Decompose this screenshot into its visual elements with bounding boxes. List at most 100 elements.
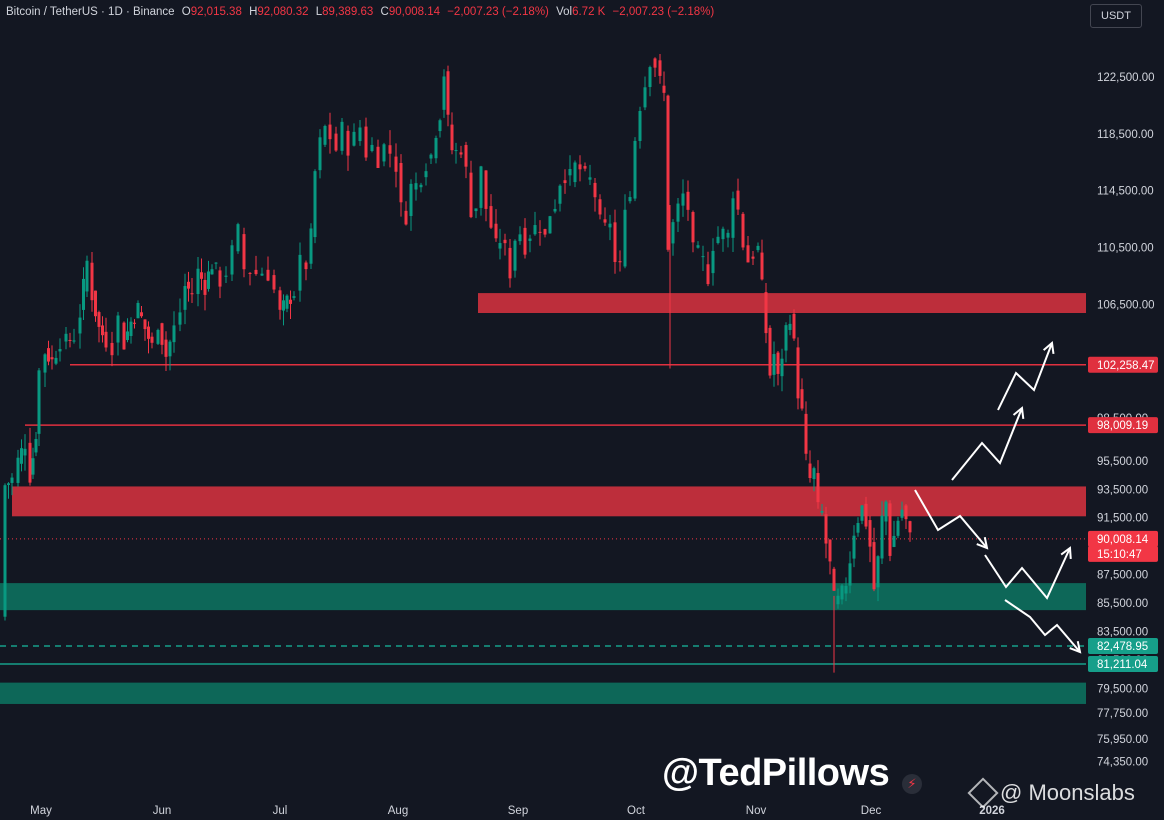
candle-body [140,312,143,317]
candle-body [147,326,150,339]
candle-body [523,227,527,255]
candle-body [804,413,808,454]
candle-body [282,300,285,311]
price-tag-bg [1088,417,1158,434]
candle-body [187,281,190,289]
y-tick-label: 110,500.00 [1097,243,1154,255]
candle-body [278,290,282,310]
candle-body [58,349,62,352]
candle-body [711,250,715,274]
candle-body [784,325,788,351]
candle-body [796,347,800,399]
candle-body [792,313,796,339]
candle-body [164,339,168,357]
candle-body [78,317,82,334]
candle-body [382,144,386,162]
candle-body [272,275,276,290]
zone-resistance-lower [12,486,1086,517]
price-tag-countdown: 15:10:47 [1088,545,1158,562]
candle-body [340,121,344,151]
candle-body [292,296,296,298]
candle-body [503,239,507,244]
candle-body [856,523,860,533]
open-label: O [181,6,191,18]
candle-body [190,293,194,295]
candle-body [696,245,700,248]
candle-body [896,520,900,536]
projection-bearish-path-2 [1004,599,1081,653]
candle-body [323,125,327,145]
lightning-icon[interactable]: ⚡ [902,774,922,794]
candle-body [429,154,433,159]
candle-body [168,341,172,357]
candle-body [207,271,210,289]
symbol-name[interactable]: Bitcoin / TetherUS · 1D · Binance [6,6,175,18]
candle-body [90,262,94,301]
candle-body [676,203,680,222]
volume-change: −2,007.23 (−2.18%) [612,6,715,18]
arrowhead-bearish-path-2 [1069,641,1082,654]
candle-body [671,222,675,244]
candle-body [868,520,872,547]
candle-body [844,585,848,594]
y-tick-label: 95,500.00 [1097,456,1148,468]
price-tag-last-price: 90,008.14 [1088,530,1158,547]
candle-body [248,272,252,274]
candle-body [904,505,908,520]
price-tag-text: 98,009.19 [1097,420,1148,432]
candle-body [852,535,856,559]
candle-body [133,322,136,324]
candle-body [218,270,222,287]
projection-bullish-path-2 [997,342,1053,411]
price-tag-text: 90,008.14 [1097,534,1149,546]
price-tag-text: 15:10:47 [1097,549,1142,561]
candle-body [820,511,824,513]
projection-bullish-path-1 [951,407,1023,481]
candle-body [68,339,72,341]
candle-body [156,329,160,344]
x-tick-label: Dec [861,805,882,817]
candle-body [358,127,362,142]
candle-body [442,76,446,110]
candle-body [548,216,552,234]
x-tick-label: Aug [388,805,408,817]
currency-button[interactable]: USDT [1090,4,1142,28]
x-tick-label: Jul [273,805,288,817]
price-tag-text: 82,478.95 [1097,641,1148,653]
candle-body [816,473,820,503]
projection-base-path [984,547,1071,600]
candle-body [424,171,428,178]
candle-body [888,503,892,556]
y-tick-label: 122,500.00 [1097,72,1155,84]
y-tick-label: 79,500.00 [1097,683,1148,695]
candle-body [638,111,642,141]
candle-body [681,193,685,206]
candle-body [498,243,502,249]
candle-body [446,71,450,115]
candle-body [116,315,120,343]
candle-body [104,331,108,348]
symbol-legend: Bitcoin / TetherUS · 1D · Binance O92,01… [6,6,714,18]
x-tick-label: Oct [627,805,646,817]
candle-body [54,357,58,364]
candle-body [230,245,234,275]
candle-body [812,468,816,480]
candle-body [10,477,14,483]
candle-body [289,299,292,304]
candle-body [370,144,374,151]
candle-body [376,146,380,168]
arrowhead-bearish-path-1 [976,537,989,550]
candle-body [832,568,836,591]
close-label: C [380,6,389,18]
x-tick-label: May [30,805,52,817]
brand-diamond-icon [967,777,999,809]
candle-body [129,321,133,337]
candle-body [573,162,577,183]
candle-body [628,197,632,202]
candle-body [459,152,463,155]
price-tag-text: 81,211.04 [1097,659,1148,671]
candle-body [72,340,76,342]
candle-body [788,323,792,330]
